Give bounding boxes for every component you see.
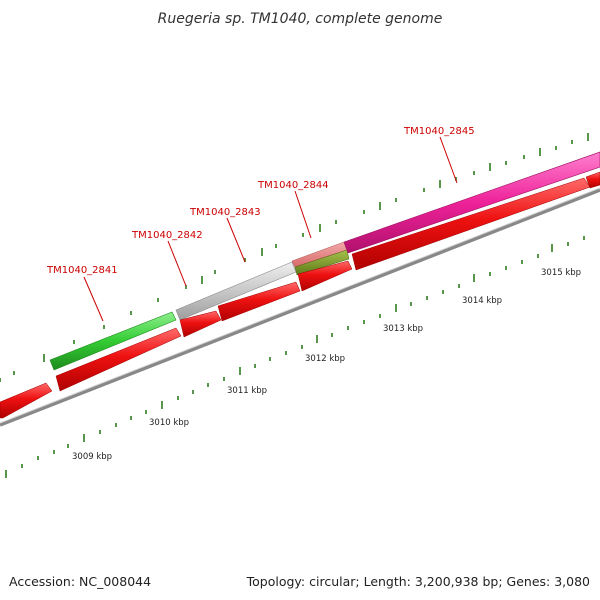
kbp-label: 3015 kbp bbox=[541, 268, 581, 278]
kbp-label: 3012 kbp bbox=[305, 354, 345, 364]
leader-line-2844 bbox=[294, 190, 312, 239]
genome-backbone bbox=[0, 188, 600, 427]
kbp-label: 3009 kbp bbox=[72, 452, 112, 462]
gene-label-tm1040-2845[interactable]: TM1040_2845 bbox=[403, 126, 475, 137]
gene-tm1040-2844-lower[interactable] bbox=[294, 249, 350, 276]
red-gene-arrow[interactable] bbox=[351, 177, 591, 271]
kbp-label: 3010 kbp bbox=[149, 418, 189, 428]
gene-label-leaders bbox=[83, 136, 458, 322]
outer-tick-row bbox=[0, 133, 589, 382]
kbp-label: 3014 kbp bbox=[462, 296, 502, 306]
kbp-label: 3011 kbp bbox=[227, 386, 267, 396]
red-gene-arrow[interactable] bbox=[55, 327, 182, 392]
gene-labels: TM1040_2841 TM1040_2842 TM1040_2843 TM10… bbox=[46, 126, 475, 276]
forward-strand-genes bbox=[0, 171, 600, 419]
leader-line-2841 bbox=[83, 276, 104, 322]
red-gene-arrow[interactable] bbox=[0, 382, 53, 419]
gene-label-tm1040-2844[interactable]: TM1040_2844 bbox=[257, 180, 329, 191]
leader-line-2845 bbox=[439, 136, 458, 184]
gene-label-tm1040-2843[interactable]: TM1040_2843 bbox=[189, 207, 261, 218]
map-title: Ruegeria sp. TM1040, complete genome bbox=[158, 11, 443, 27]
kbp-scale-labels: 3009 kbp 3010 kbp 3011 kbp 3012 kbp 3013… bbox=[72, 268, 581, 462]
gene-tm1040-2841[interactable] bbox=[49, 311, 177, 371]
gene-tm1040-2845[interactable] bbox=[343, 151, 600, 254]
red-gene-arrow[interactable] bbox=[297, 260, 353, 292]
gene-label-tm1040-2841[interactable]: TM1040_2841 bbox=[46, 265, 118, 276]
genome-backbone-highlight bbox=[0, 187, 600, 424]
accession-text: Accession: NC_008044 bbox=[9, 574, 151, 589]
inner-tick-row bbox=[5, 236, 585, 478]
genome-summary-text: Topology: circular; Length: 3,200,938 bp… bbox=[246, 574, 590, 589]
red-gene-arrow[interactable] bbox=[217, 281, 301, 322]
red-gene-arrow[interactable] bbox=[179, 310, 222, 338]
leader-line-2843 bbox=[226, 217, 246, 263]
kbp-label: 3013 kbp bbox=[383, 324, 423, 334]
leader-line-2842 bbox=[167, 240, 187, 287]
upper-strand-features bbox=[49, 151, 600, 371]
gene-label-tm1040-2842[interactable]: TM1040_2842 bbox=[131, 230, 203, 241]
red-gene-arrow[interactable] bbox=[585, 171, 600, 189]
